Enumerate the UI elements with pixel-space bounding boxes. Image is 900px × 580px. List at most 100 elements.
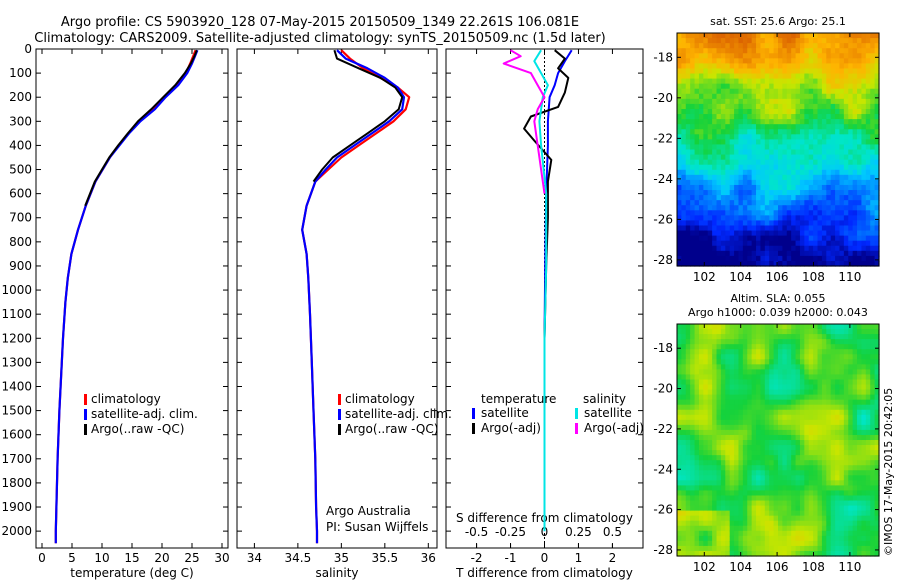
heatmap-cell — [685, 450, 691, 456]
heatmap-cell — [712, 159, 718, 166]
heatmap-cell — [848, 190, 854, 196]
heatmap-cell — [857, 480, 863, 486]
heatmap-cell — [804, 260, 810, 267]
heatmap-cell — [712, 190, 718, 196]
heatmap-cell — [791, 68, 797, 75]
heatmap-cell — [865, 480, 871, 486]
heatmap-cell — [769, 63, 775, 70]
heatmap-cell — [808, 545, 814, 552]
heatmap-cell — [782, 174, 788, 181]
heatmap-cell — [874, 255, 880, 262]
heatmap-cell — [677, 334, 682, 340]
heatmap-cell — [861, 359, 867, 365]
heatmap-cell — [843, 470, 849, 476]
heatmap-cell — [857, 184, 863, 191]
heatmap-cell — [813, 154, 819, 161]
heatmap-cell — [813, 78, 819, 85]
heatmap-cell — [861, 154, 867, 161]
heatmap-cell — [808, 409, 814, 416]
heatmap-cell — [685, 38, 691, 44]
heatmap-cell — [694, 525, 700, 532]
heatmap-cell — [857, 260, 863, 267]
heatmap-cell — [685, 324, 691, 330]
heatmap-cell — [742, 545, 748, 552]
heatmap-cell — [694, 245, 700, 252]
heatmap-cell — [843, 174, 849, 181]
heatmap-cell — [804, 465, 810, 471]
heatmap-cell — [729, 200, 735, 206]
heatmap-cell — [703, 38, 709, 44]
heatmap-cell — [830, 349, 836, 355]
x-tick-label: 20 — [154, 551, 169, 565]
heatmap-cell — [821, 240, 827, 247]
heatmap-cell — [874, 83, 880, 90]
heatmap-cell — [791, 164, 797, 171]
heatmap-cell — [698, 369, 704, 376]
heatmap-cell — [685, 48, 691, 54]
heatmap-cell — [690, 119, 696, 125]
heatmap-cell — [769, 354, 775, 360]
heatmap-cell — [716, 174, 722, 181]
heatmap-cell — [694, 119, 700, 125]
heatmap-cell — [773, 164, 779, 171]
heatmap-cell — [826, 159, 832, 166]
heatmap-cell — [703, 525, 709, 532]
heatmap-cell — [694, 424, 700, 431]
heatmap-cell — [690, 369, 696, 376]
heatmap-cell — [734, 195, 740, 201]
heatmap-cell — [764, 58, 770, 64]
heatmap-cell — [707, 404, 713, 411]
heatmap-cell — [738, 379, 744, 386]
heatmap-cell — [848, 374, 854, 381]
heatmap-cell — [716, 119, 722, 125]
heatmap-cell — [760, 179, 766, 186]
heatmap-cell — [756, 440, 762, 446]
heatmap-cell — [747, 520, 753, 527]
heatmap-cell — [786, 339, 792, 345]
heatmap-cell — [830, 240, 836, 247]
heatmap-cell — [852, 374, 858, 381]
heatmap-cell — [729, 515, 735, 522]
heatmap-cell — [778, 339, 783, 345]
heatmap-cell — [821, 164, 827, 171]
x-tick-label: 104 — [729, 560, 752, 574]
x-tick-label: 108 — [802, 560, 825, 574]
heatmap-cell — [857, 409, 863, 416]
heatmap-cell — [703, 134, 709, 140]
heatmap-cell — [703, 379, 709, 386]
heatmap-cell — [716, 450, 722, 456]
heatmap-cell — [747, 139, 753, 146]
heatmap-cell — [826, 174, 832, 181]
heatmap-cell — [677, 394, 682, 401]
heatmap-cell — [808, 215, 814, 222]
heatmap-cell — [791, 200, 797, 206]
heatmap-cell — [786, 174, 792, 181]
heatmap-cell — [830, 535, 836, 542]
heatmap-cell — [778, 114, 783, 120]
heatmap-cell — [791, 419, 797, 426]
heatmap-cell — [773, 245, 779, 252]
heatmap-cell — [690, 255, 696, 262]
heatmap-cell — [830, 149, 836, 156]
heatmap-cell — [804, 200, 810, 206]
heatmap-cell — [738, 475, 744, 481]
heatmap-cell — [835, 134, 841, 140]
heatmap-cell — [865, 414, 871, 421]
heatmap-cell — [681, 159, 687, 166]
heatmap-cell — [764, 68, 770, 75]
heatmap-cell — [756, 510, 762, 517]
heatmap-cell — [685, 124, 691, 130]
heatmap-cell — [681, 154, 687, 161]
heatmap-cell — [852, 429, 858, 436]
heatmap-cell — [712, 500, 718, 507]
heatmap-cell — [791, 245, 797, 252]
heatmap-cell — [725, 83, 731, 90]
heatmap-cell — [707, 245, 713, 252]
heatmap-cell — [677, 98, 682, 105]
heatmap-cell — [716, 434, 722, 441]
heatmap-cell — [703, 88, 709, 95]
heatmap-cell — [773, 98, 779, 105]
heatmap-cell — [677, 88, 682, 95]
heatmap-cell — [756, 490, 762, 497]
heatmap-cell — [852, 58, 858, 64]
